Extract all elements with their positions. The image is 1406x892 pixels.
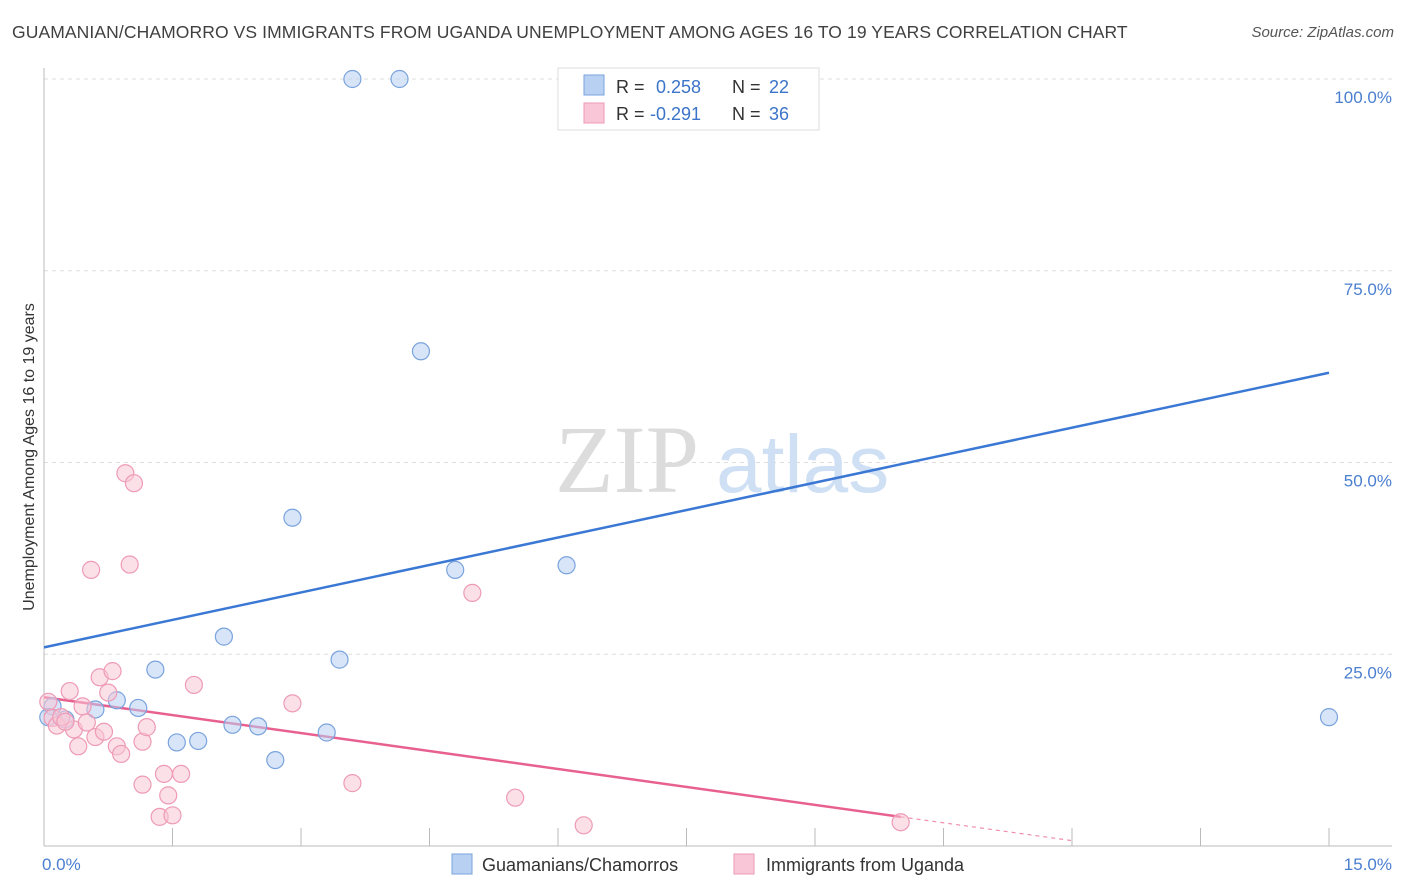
point-guamanian-5 (167, 733, 186, 752)
y-tick-label-100: 100.0% (1334, 88, 1392, 107)
stats-r-value-blue: 0.258 (656, 77, 701, 97)
point-uganda-6 (69, 737, 88, 756)
stats-n-label-blue: N = (732, 77, 761, 97)
point-uganda-24 (154, 764, 174, 784)
point-guamanian-12 (317, 723, 336, 742)
watermark: ZIP atlas (555, 406, 889, 513)
point-uganda-8 (77, 713, 96, 732)
point-guamanian-16 (411, 342, 431, 361)
stats-n-value-pink: 36 (769, 104, 789, 124)
point-uganda-33 (574, 816, 593, 835)
legend-label-guamanians: Guamanians/Chamorros (482, 855, 678, 875)
trend-line-1 (43, 695, 901, 819)
y-tick-label-50: 50.0% (1344, 472, 1392, 491)
y-tick-label-75: 75.0% (1344, 280, 1392, 299)
legend-label-uganda: Immigrants from Uganda (766, 855, 965, 875)
point-guamanian-8 (223, 715, 242, 734)
x-tick-labels: 0.0% 15.0% (42, 855, 1392, 874)
stats-n-value-blue: 22 (769, 77, 789, 97)
point-guamanian-3 (129, 698, 148, 718)
point-uganda-4 (60, 681, 79, 701)
watermark-atlas: atlas (716, 419, 889, 510)
stats-r-label-blue: R = (616, 77, 645, 97)
point-guamanian-7 (214, 627, 233, 646)
point-uganda-31 (463, 583, 482, 602)
point-uganda-12 (94, 722, 114, 741)
point-uganda-34 (891, 813, 910, 832)
stats-legend-swatch-pink (583, 102, 605, 124)
y-axis-title: Unemployment Among Ages 16 to 19 years (21, 303, 38, 611)
point-guamanian-9 (249, 717, 268, 736)
point-uganda-35 (56, 712, 75, 731)
chart-title: GUAMANIAN/CHAMORRO VS IMMIGRANTS FROM UG… (12, 22, 1128, 42)
point-guamanian-10 (266, 750, 285, 770)
point-uganda-22 (137, 718, 156, 737)
gridlines (44, 78, 1392, 655)
point-uganda-32 (506, 788, 525, 807)
point-uganda-18 (120, 555, 139, 574)
point-uganda-28 (184, 675, 204, 695)
point-uganda-29 (283, 694, 302, 713)
scatter-points (39, 69, 1339, 835)
point-guamanian-15 (390, 69, 409, 89)
x-tick-label-min: 0.0% (42, 855, 81, 874)
point-guamanian-19 (1319, 708, 1339, 727)
stats-n-label-pink: N = (732, 104, 761, 124)
point-uganda-27 (171, 764, 191, 784)
y-tick-labels: 25.0% 50.0% 75.0% 100.0% (1334, 88, 1392, 682)
point-uganda-14 (103, 662, 122, 681)
point-uganda-21 (133, 775, 152, 794)
point-uganda-9 (82, 560, 101, 579)
point-uganda-26 (163, 806, 182, 825)
x-tick-label-max: 15.0% (1344, 855, 1392, 874)
point-guamanian-18 (557, 556, 576, 575)
stats-legend: R = 0.258 N = 22 R = -0.291 N = 36 (557, 67, 820, 131)
trend-line-0 (43, 371, 1330, 649)
bottom-legend: Guamanians/Chamorros Immigrants from Uga… (451, 853, 965, 875)
point-guamanian-11 (283, 508, 302, 527)
x-axis-ticks (43, 828, 1330, 846)
trend-line-extension-1 (900, 816, 1073, 842)
chart-source: Source: ZipAtlas.com (1251, 24, 1394, 41)
stats-r-value-pink: -0.291 (650, 104, 701, 124)
trend-lines (43, 371, 1330, 842)
point-uganda-7 (73, 697, 92, 716)
stats-r-label-pink: R = (616, 104, 645, 124)
point-guamanian-13 (330, 650, 349, 669)
stats-legend-swatch-blue (583, 74, 605, 96)
point-uganda-25 (159, 786, 178, 805)
point-uganda-19 (124, 474, 144, 493)
point-uganda-30 (343, 774, 362, 793)
watermark-zip: ZIP (555, 406, 699, 513)
point-guamanian-6 (189, 731, 208, 751)
point-uganda-13 (99, 683, 118, 702)
y-tick-label-25: 25.0% (1344, 663, 1392, 682)
legend-swatch-guamanians (451, 853, 473, 875)
legend-swatch-uganda (733, 853, 755, 875)
point-uganda-16 (111, 744, 131, 764)
point-guamanian-14 (343, 69, 362, 89)
point-guamanian-17 (446, 560, 465, 579)
point-guamanian-4 (146, 660, 165, 679)
point-uganda-0 (39, 692, 58, 711)
